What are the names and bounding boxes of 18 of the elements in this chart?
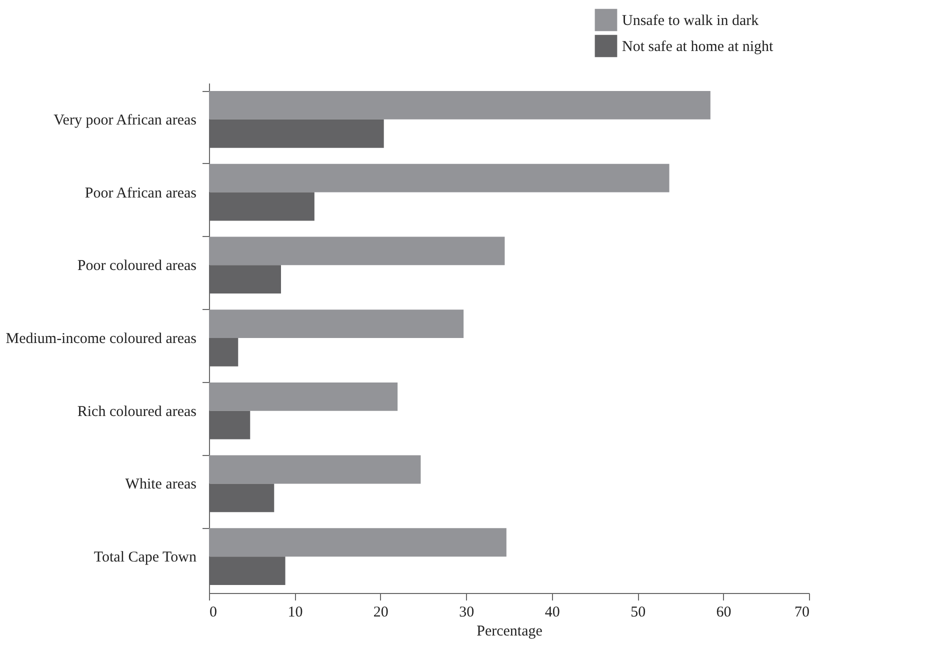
y-tick-label: Rich coloured areas <box>77 404 197 420</box>
legend-label: Not safe at home at night <box>622 39 774 55</box>
x-tick-label: 30 <box>459 604 474 620</box>
y-tick-label: Very poor African areas <box>54 112 197 128</box>
y-tick-label: Total Cape Town <box>94 550 197 566</box>
x-tick-label: 10 <box>288 604 303 620</box>
y-tick-label: White areas <box>125 476 197 493</box>
y-tick-label: Poor coloured areas <box>77 258 197 274</box>
x-tick-label: 70 <box>794 604 810 620</box>
x-tick-label: 60 <box>716 604 732 620</box>
y-tick-label: Poor African areas <box>84 185 197 202</box>
x-tick-label: 0 <box>210 604 217 620</box>
x-tick-label: 40 <box>544 604 560 620</box>
y-tick-label: Medium-income coloured areas <box>6 331 197 347</box>
legend-label: Unsafe to walk in dark <box>622 13 760 29</box>
x-axis-title: Percentage <box>476 624 543 640</box>
x-tick-label: 50 <box>630 604 646 620</box>
x-tick-label: 20 <box>373 604 388 620</box>
